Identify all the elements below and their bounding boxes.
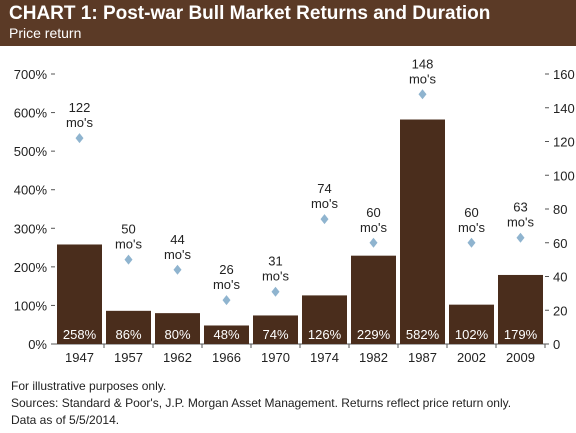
duration-label: 148 bbox=[412, 56, 434, 71]
right-axis-tick-label: 100 bbox=[553, 168, 575, 183]
duration-marker bbox=[418, 89, 427, 100]
return-bar bbox=[204, 325, 249, 344]
duration-label-unit: mo's bbox=[311, 196, 339, 211]
return-bar bbox=[155, 313, 200, 344]
duration-label: 60 bbox=[366, 205, 380, 220]
duration-label-unit: mo's bbox=[507, 215, 535, 230]
x-axis-tick-label: 1987 bbox=[408, 350, 437, 365]
footnote-sources: Sources: Standard & Poor's, J.P. Morgan … bbox=[11, 396, 512, 410]
right-axis-tick-label: 80 bbox=[553, 202, 567, 217]
right-axis-tick-label: 40 bbox=[553, 270, 567, 285]
return-bar-label: 102% bbox=[455, 327, 489, 342]
x-axis-tick-label: 2009 bbox=[506, 350, 535, 365]
footnote-disclaimer: For illustrative purposes only. bbox=[11, 379, 167, 393]
return-bar bbox=[57, 244, 102, 344]
duration-marker bbox=[369, 237, 378, 248]
right-axis-tick-label: 0 bbox=[553, 337, 560, 352]
return-bar-label: 86% bbox=[115, 327, 141, 342]
right-axis-tick-label: 60 bbox=[553, 236, 567, 251]
duration-label-unit: mo's bbox=[115, 237, 143, 252]
left-axis-tick-label: 700% bbox=[14, 67, 48, 82]
return-bar-label: 229% bbox=[357, 327, 391, 342]
return-bar bbox=[253, 315, 298, 344]
duration-label-unit: mo's bbox=[360, 220, 388, 235]
chart-subtitle: Price return bbox=[9, 25, 82, 41]
left-axis-tick-label: 300% bbox=[14, 221, 48, 236]
left-axis-tick-label: 500% bbox=[14, 144, 48, 159]
return-bar bbox=[351, 255, 396, 344]
right-axis-tick-label: 20 bbox=[553, 303, 567, 318]
duration-marker bbox=[173, 264, 182, 275]
footnotes: For illustrative purposes only. Sources:… bbox=[11, 378, 511, 429]
x-axis-tick-label: 1982 bbox=[359, 350, 388, 365]
duration-marker bbox=[516, 232, 525, 243]
duration-label: 63 bbox=[513, 200, 527, 215]
x-axis-tick-label: 1966 bbox=[212, 350, 241, 365]
return-bar bbox=[302, 295, 347, 344]
duration-label: 50 bbox=[121, 222, 135, 237]
duration-marker bbox=[124, 254, 133, 265]
duration-label-unit: mo's bbox=[66, 115, 94, 130]
right-axis-tick-label: 160 bbox=[553, 67, 575, 82]
return-bar bbox=[400, 119, 445, 344]
x-axis-tick-label: 1970 bbox=[261, 350, 290, 365]
x-axis-tick-label: 1957 bbox=[114, 350, 143, 365]
duration-label: 122 bbox=[69, 100, 91, 115]
chart-header: CHART 1: Post-war Bull Market Returns an… bbox=[0, 0, 576, 46]
left-axis-tick-label: 0% bbox=[28, 337, 47, 352]
duration-label: 74 bbox=[317, 181, 331, 196]
return-bar-label: 179% bbox=[504, 327, 538, 342]
return-bar-label: 80% bbox=[164, 327, 190, 342]
return-bar bbox=[106, 310, 151, 344]
x-axis-tick-label: 2002 bbox=[457, 350, 486, 365]
duration-label-unit: mo's bbox=[262, 269, 290, 284]
x-axis-tick-label: 1974 bbox=[310, 350, 339, 365]
left-axis-tick-label: 200% bbox=[14, 260, 48, 275]
return-bar bbox=[498, 274, 543, 344]
duration-marker bbox=[271, 286, 280, 297]
right-axis-tick-label: 120 bbox=[553, 135, 575, 150]
return-bar-label: 258% bbox=[63, 327, 97, 342]
return-bar bbox=[449, 304, 494, 344]
return-bar-label: 126% bbox=[308, 327, 342, 342]
left-axis-tick-label: 600% bbox=[14, 106, 48, 121]
duration-label: 26 bbox=[219, 262, 233, 277]
duration-label-unit: mo's bbox=[409, 71, 437, 86]
duration-marker bbox=[320, 214, 329, 225]
duration-label: 44 bbox=[170, 232, 184, 247]
bull-market-chart: 0% 100% 200% 300% 400% 500% 600% 700% 0 20 40 60 80 1… bbox=[14, 56, 575, 365]
left-axis-tick-label: 100% bbox=[14, 298, 48, 313]
duration-label: 60 bbox=[464, 205, 478, 220]
x-axis-tick-label: 1962 bbox=[163, 350, 192, 365]
return-bar-label: 48% bbox=[213, 327, 239, 342]
left-axis-tick-label: 400% bbox=[14, 183, 48, 198]
x-axis-tick-label: 1947 bbox=[65, 350, 94, 365]
duration-label-unit: mo's bbox=[164, 247, 192, 262]
right-axis-tick-label: 140 bbox=[553, 101, 575, 116]
chart-title: CHART 1: Post-war Bull Market Returns an… bbox=[9, 3, 491, 24]
footnote-date: Data as of 5/5/2014. bbox=[11, 413, 120, 427]
duration-label-unit: mo's bbox=[213, 277, 241, 292]
duration-label: 31 bbox=[268, 254, 282, 269]
duration-label-unit: mo's bbox=[458, 220, 486, 235]
duration-marker bbox=[467, 237, 476, 248]
duration-marker bbox=[222, 295, 231, 306]
return-bar-label: 582% bbox=[406, 327, 440, 342]
return-bar-label: 74% bbox=[262, 327, 288, 342]
duration-marker bbox=[75, 133, 84, 144]
